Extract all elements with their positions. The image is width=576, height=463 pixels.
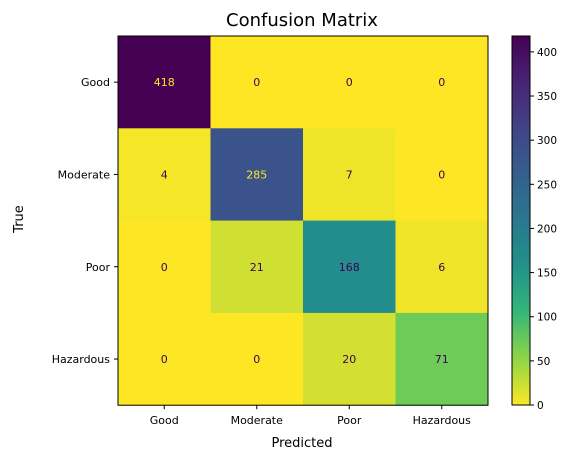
heatmap-cell: [303, 128, 396, 222]
x-tick-label: Hazardous: [413, 414, 472, 427]
heatmap-cell-labels: 418 0 0 0 4 285 7 0 0 21 168 6 0 0 20 71: [154, 76, 449, 366]
colorbar-tick-label: 350: [537, 91, 557, 103]
colorbar: [511, 35, 531, 406]
y-tick-label: Hazardous: [52, 353, 111, 366]
cell-value-label: 418: [154, 76, 175, 89]
heatmap-cell: [118, 36, 211, 129]
y-axis-label: True: [12, 205, 27, 234]
heatmap-cell: [118, 220, 211, 314]
x-tick-label: Good: [150, 414, 179, 427]
cell-value-label: 285: [246, 168, 267, 181]
colorbar-tick-label: 0: [537, 400, 544, 412]
y-tick-label: Moderate: [58, 168, 111, 181]
cell-value-label: 21: [250, 261, 264, 274]
heatmap-cell: [395, 36, 489, 129]
heatmap-cell: [118, 312, 211, 406]
x-tick-label: Poor: [337, 414, 362, 427]
cell-value-label: 0: [253, 76, 260, 89]
cell-value-label: 71: [435, 353, 449, 366]
heatmap-cell: [118, 128, 211, 222]
y-axis-ticks: Good Moderate Poor Hazardous: [52, 76, 118, 366]
colorbar-tick-label: 100: [537, 312, 557, 324]
heatmap-cell: [210, 312, 304, 406]
plot-frame: [117, 35, 489, 406]
colorbar-ticks: 0 50 100 150 200 250 300 350 400: [530, 47, 557, 412]
heatmap-cell: [395, 128, 489, 222]
chart-title: Confusion Matrix: [226, 10, 378, 31]
y-tick-label: Poor: [86, 261, 111, 274]
cell-value-label: 7: [346, 168, 353, 181]
heatmap-cell: [303, 36, 396, 129]
heatmap-cell: [210, 128, 304, 222]
cell-value-label: 168: [339, 261, 360, 274]
cell-value-label: 4: [161, 168, 168, 181]
x-tick-label: Moderate: [231, 414, 284, 427]
heatmap-cell: [395, 312, 489, 406]
x-axis-label: Predicted: [271, 436, 332, 451]
cell-value-label: 0: [438, 76, 445, 89]
x-axis-ticks: Good Moderate Poor Hazardous: [150, 405, 471, 427]
cell-value-label: 20: [342, 353, 356, 366]
colorbar-tick-label: 150: [537, 268, 557, 280]
cell-value-label: 0: [161, 353, 168, 366]
colorbar-tick-label: 300: [537, 135, 557, 147]
colorbar-tick-label: 250: [537, 179, 557, 191]
heatmap-cell: [395, 220, 489, 314]
cell-value-label: 0: [161, 261, 168, 274]
cell-value-label: 0: [438, 168, 445, 181]
heatmap-cells: [118, 36, 489, 406]
heatmap-cell: [303, 220, 396, 314]
cell-value-label: 0: [253, 353, 260, 366]
colorbar-tick-label: 50: [537, 356, 550, 368]
colorbar-tick-label: 400: [537, 47, 557, 59]
cell-value-label: 6: [438, 261, 445, 274]
heatmap-cell: [210, 36, 304, 129]
cell-value-label: 0: [346, 76, 353, 89]
y-tick-label: Good: [81, 76, 110, 89]
heatmap-cell: [303, 312, 396, 406]
colorbar-tick-label: 200: [537, 223, 557, 235]
heatmap-cell: [210, 220, 304, 314]
